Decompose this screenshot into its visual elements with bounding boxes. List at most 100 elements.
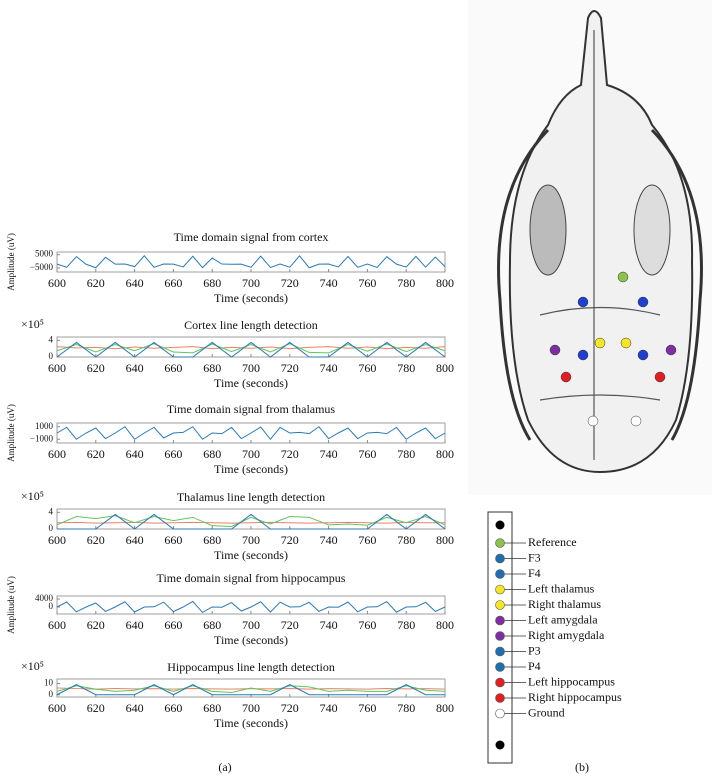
x-tick-label: 780 — [397, 618, 415, 632]
legend-dot — [495, 569, 505, 579]
legend-label: F3 — [528, 550, 541, 564]
x-tick-label: 700 — [242, 533, 260, 547]
legend-dot — [495, 615, 505, 626]
x-axis-label: Time (seconds) — [214, 548, 288, 562]
x-tick-label: 700 — [242, 276, 260, 290]
x-tick-label: 780 — [397, 447, 415, 461]
x-tick-label: 760 — [358, 361, 376, 375]
x-tick-label: 720 — [281, 701, 299, 715]
x-tick-label: 640 — [126, 533, 144, 547]
series-line — [56, 600, 446, 614]
chart-title: Hippocampus line length detection — [167, 660, 335, 674]
chart-title: Thalamus line length detection — [177, 490, 325, 504]
electrode — [560, 371, 572, 383]
x-tick-label: 600 — [48, 618, 66, 632]
x-tick-label: 680 — [203, 618, 221, 632]
x-tick-label: 660 — [164, 618, 182, 632]
y-tick-label: 0 — [49, 689, 54, 699]
x-tick-label: 700 — [242, 361, 260, 375]
series-line — [56, 343, 446, 354]
legend-dot — [495, 600, 505, 610]
x-tick-label: 780 — [397, 276, 415, 290]
legend-dot — [495, 740, 505, 750]
series-line — [56, 521, 445, 524]
x-tick-label: 760 — [358, 276, 376, 290]
x-tick-label: 660 — [164, 533, 182, 547]
y-multiplier: ×10⁵ — [21, 317, 44, 331]
x-tick-label: 660 — [164, 361, 182, 375]
x-tick-label: 680 — [203, 701, 221, 715]
x-tick-label: 600 — [48, 276, 66, 290]
x-tick-label: 740 — [320, 701, 338, 715]
legend-dot — [495, 538, 505, 548]
left-arch — [497, 128, 550, 441]
x-tick-label: 620 — [87, 361, 105, 375]
x-axis-label: Time (seconds) — [214, 633, 288, 647]
x-tick-label: 660 — [164, 701, 182, 715]
electrode — [637, 296, 649, 308]
x-tick-label: 640 — [126, 276, 144, 290]
y-axis-label: Amplitude (uV) — [6, 233, 16, 291]
y-tick-label: 1000 — [35, 421, 54, 431]
legend-label: Right hippocampus — [528, 690, 622, 704]
legend-dot — [495, 693, 505, 703]
x-axis-label: Time (seconds) — [214, 716, 288, 730]
x-tick-label: 660 — [164, 447, 182, 461]
y-tick-label: 0 — [49, 351, 54, 361]
series-line — [56, 515, 446, 528]
electrode — [620, 337, 632, 349]
x-tick-label: 620 — [87, 533, 105, 547]
x-tick-label: 740 — [320, 533, 338, 547]
legend-dot — [495, 584, 505, 595]
y-tick-label: 4 — [49, 334, 54, 344]
x-tick-label: 640 — [126, 618, 144, 632]
legend-label: Right thalamus — [528, 597, 601, 611]
legend-label: Right amygdala — [528, 628, 605, 642]
electrodes — [549, 271, 677, 427]
x-tick-label: 600 — [48, 533, 66, 547]
chart-title: Time domain signal from hippocampus — [157, 571, 346, 585]
x-tick-label: 700 — [242, 701, 260, 715]
electrode — [549, 344, 561, 356]
x-tick-label: 780 — [397, 361, 415, 375]
y-axis-label: Amplitude (uV) — [6, 576, 16, 634]
x-tick-label: 780 — [397, 533, 415, 547]
x-tick-label: 760 — [358, 533, 376, 547]
legend-label: F4 — [528, 566, 541, 580]
y-tick-label: −5000 — [30, 262, 54, 272]
x-tick-label: 700 — [242, 447, 260, 461]
x-tick-label: 800 — [436, 447, 454, 461]
x-tick-label: 740 — [320, 361, 338, 375]
x-tick-label: 800 — [436, 361, 454, 375]
x-tick-label: 680 — [203, 447, 221, 461]
x-tick-label: 600 — [48, 701, 66, 715]
right-arch — [650, 128, 703, 441]
x-tick-label: 640 — [126, 361, 144, 375]
skull-drawing — [468, 0, 712, 495]
sutures — [539, 30, 661, 460]
x-tick-label: 780 — [397, 701, 415, 715]
x-tick-label: 720 — [281, 618, 299, 632]
electrode — [665, 344, 677, 356]
legend-dot — [495, 708, 505, 719]
x-tick-label: 620 — [87, 447, 105, 461]
x-tick-label: 740 — [320, 618, 338, 632]
x-tick-label: 800 — [436, 276, 454, 290]
series-line — [56, 685, 446, 694]
left-orbit — [529, 184, 567, 276]
legend-label: P3 — [528, 643, 541, 657]
x-tick-label: 600 — [48, 447, 66, 461]
x-tick-label: 720 — [281, 276, 299, 290]
legend-label: Left hippocampus — [528, 674, 615, 688]
legend-dot — [495, 677, 505, 688]
panel-label: (a) — [218, 760, 231, 774]
x-tick-label: 680 — [203, 361, 221, 375]
x-tick-label: 620 — [87, 618, 105, 632]
x-tick-label: 720 — [281, 447, 299, 461]
x-tick-label: 700 — [242, 618, 260, 632]
x-tick-label: 800 — [436, 701, 454, 715]
series-line — [57, 513, 446, 530]
y-tick-label: 10 — [44, 678, 54, 688]
y-tick-label: 4000 — [35, 593, 54, 603]
